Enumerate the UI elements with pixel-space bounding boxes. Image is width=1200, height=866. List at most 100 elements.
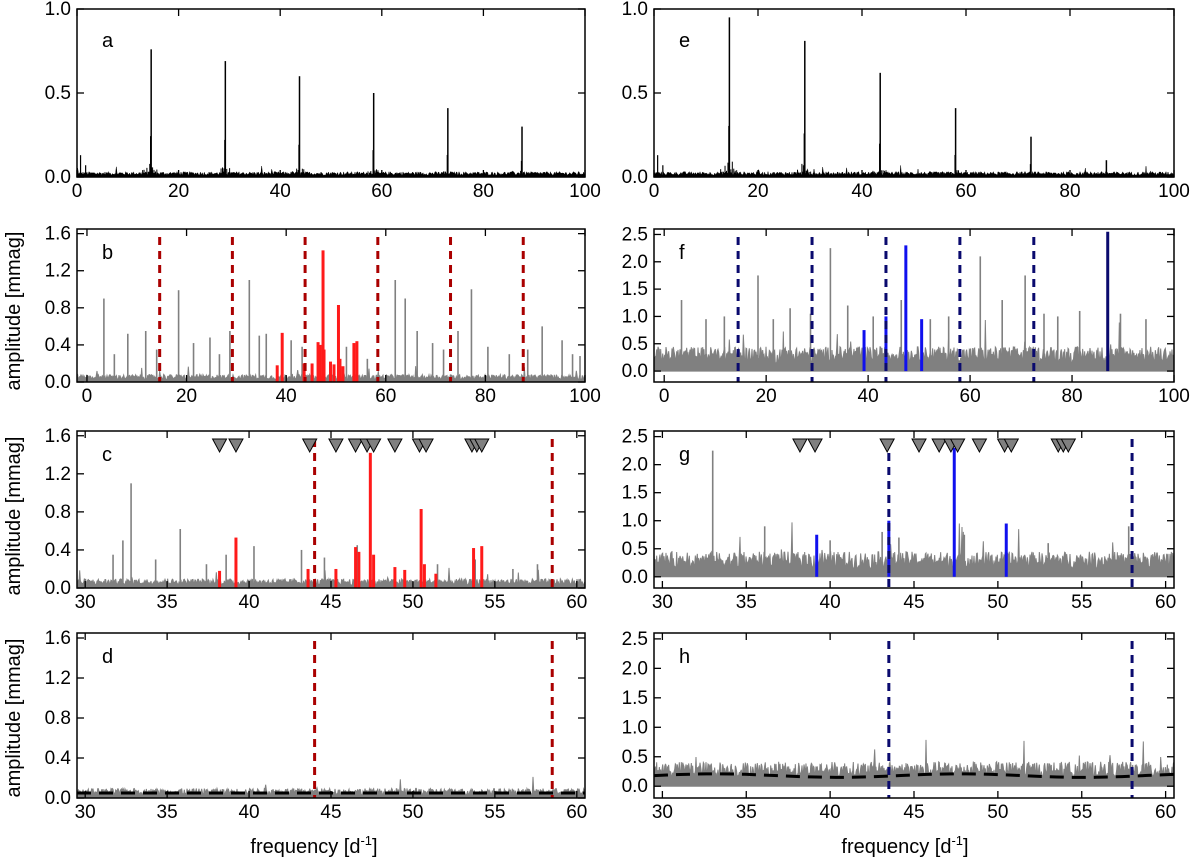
panel-label-a: a [102,30,114,52]
y-tick-label: 1.0 [622,306,648,327]
x-tick-label: 30 [652,592,673,613]
y-tick-label: 1.0 [622,0,648,20]
x-tick-label: 40 [238,592,259,613]
x-tick-label: 35 [736,802,757,823]
panel-c: 30 35 40 45 50 55 60 0.0 0.4 0.8 1.2 1.6 c [45,426,588,613]
y-tick-label: 0.5 [622,334,648,355]
y-tick-label: 1.0 [622,511,648,532]
x-tick-label: 45 [903,592,924,613]
noise-floor [77,166,585,177]
x-label-end-right: ] [963,836,969,858]
x-tick-label: 55 [1071,592,1092,613]
x-label-sup-right: -1 [951,833,963,848]
x-tick-label: 45 [320,802,341,823]
plot-area-a [77,49,585,177]
panel-frame-e [653,8,1175,178]
x-tick-label: 100 [1158,181,1190,202]
x-tick-label: 50 [402,802,423,823]
y-tick-label: 1.6 [45,628,71,649]
plot-area-b [77,237,585,382]
plot-area-h [654,641,1174,798]
y-tick-label: 0.0 [622,361,648,382]
x-tick-label: 50 [987,802,1008,823]
y-tick-label: 2.5 [622,224,648,245]
x-tick-label: 40 [851,181,872,202]
x-tick-label: 60 [566,802,587,823]
x-tick-label: 20 [176,386,197,407]
panel-frame-f [653,228,1175,383]
x-tick-label: 40 [238,802,259,823]
x-tick-label: 30 [652,802,673,823]
x-tick-label: 35 [157,802,178,823]
y-tick-label: 0.0 [45,578,71,599]
y-tick-label: 1.5 [622,279,648,300]
x-tick-label: 100 [1158,386,1190,407]
y-tick-label: 0.4 [45,335,72,356]
y-tick-label: 0.5 [45,83,71,104]
panel-a: 0 20 40 60 80 100 0.0 0.5 1.0 a [45,0,601,202]
x-tick-label: 0 [82,386,93,407]
x-tick-label: 80 [1059,181,1080,202]
x-tick-label: 0 [659,386,670,407]
y-tick-label: 0.0 [45,788,71,809]
x-tick-label: 20 [747,181,768,202]
panel-frame-d [76,632,586,799]
plot-area-g [654,438,1174,588]
y-tick-label: 0.5 [622,539,648,560]
x-tick-label: 0 [72,181,83,202]
x-tick-label: 30 [75,592,96,613]
noise-floor [654,522,1174,578]
triangle-marker [301,438,318,454]
x-tick-label: 35 [736,592,757,613]
triangle-marker [949,438,966,454]
y-tick-label: 0.0 [622,567,648,588]
triangle-marker [931,438,947,454]
panel-label-c: c [102,444,112,466]
y-tick-label: 2.0 [622,658,648,679]
x-tick-label: 20 [756,386,777,407]
y-tick-label: 1.0 [622,717,648,738]
triangle-marker [211,438,228,454]
x-tick-label: 100 [569,181,601,202]
y-tick-label: 2.0 [622,455,648,476]
x-axis-label-left: frequency [d-1] [250,833,377,858]
y-tick-label: 1.6 [45,426,71,447]
panel-label-g: g [679,444,690,466]
triangle-marker [473,438,490,454]
triangle-marker [971,438,988,454]
panel-e: 0 20 40 60 80 100 0.0 0.5 1.0 e [622,0,1190,202]
y-tick-label: 0.4 [45,540,72,561]
x-tick-label: 60 [371,181,392,202]
panel-frame-c [76,430,586,589]
y-axis-label-left-1: amplitude [mmag] [3,232,25,391]
y-tick-label: 0.0 [45,167,71,188]
y-tick-label: 0.0 [622,776,648,797]
panel-g: 30 35 40 45 50 55 60 0.0 0.5 1.0 1.5 2.0 2.5 g [622,427,1177,613]
y-tick-label: 0.0 [622,167,648,188]
x-label-sup-left: -1 [360,833,372,848]
x-tick-label: 60 [955,181,976,202]
panel-f: 0 20 40 60 80 100 0.0 0.5 1.0 1.5 2.0 2.5 f [622,224,1190,407]
panel-label-f: f [679,242,685,264]
x-tick-label: 20 [168,181,189,202]
x-tick-label: 100 [569,386,601,407]
panel-label-h: h [679,646,690,668]
x-tick-label: 0 [649,181,660,202]
y-tick-label: 1.2 [45,261,71,282]
y-tick-label: 1.6 [45,224,71,245]
triangle-marker [418,438,434,454]
y-tick-label: 1.2 [45,668,71,689]
x-tick-label: 35 [157,592,178,613]
plot-area-e [654,17,1174,177]
y-tick-label: 0.0 [45,372,71,393]
y-tick-label: 1.5 [622,688,648,709]
x-tick-label: 40 [270,181,291,202]
panel-label-d: d [102,646,113,668]
x-tick-label: 55 [484,592,505,613]
triangle-marker [879,438,895,454]
triangle-marker [365,438,382,454]
panel-label-e: e [679,30,690,52]
plot-area-c [77,438,585,588]
x-tick-label: 60 [1155,802,1176,823]
